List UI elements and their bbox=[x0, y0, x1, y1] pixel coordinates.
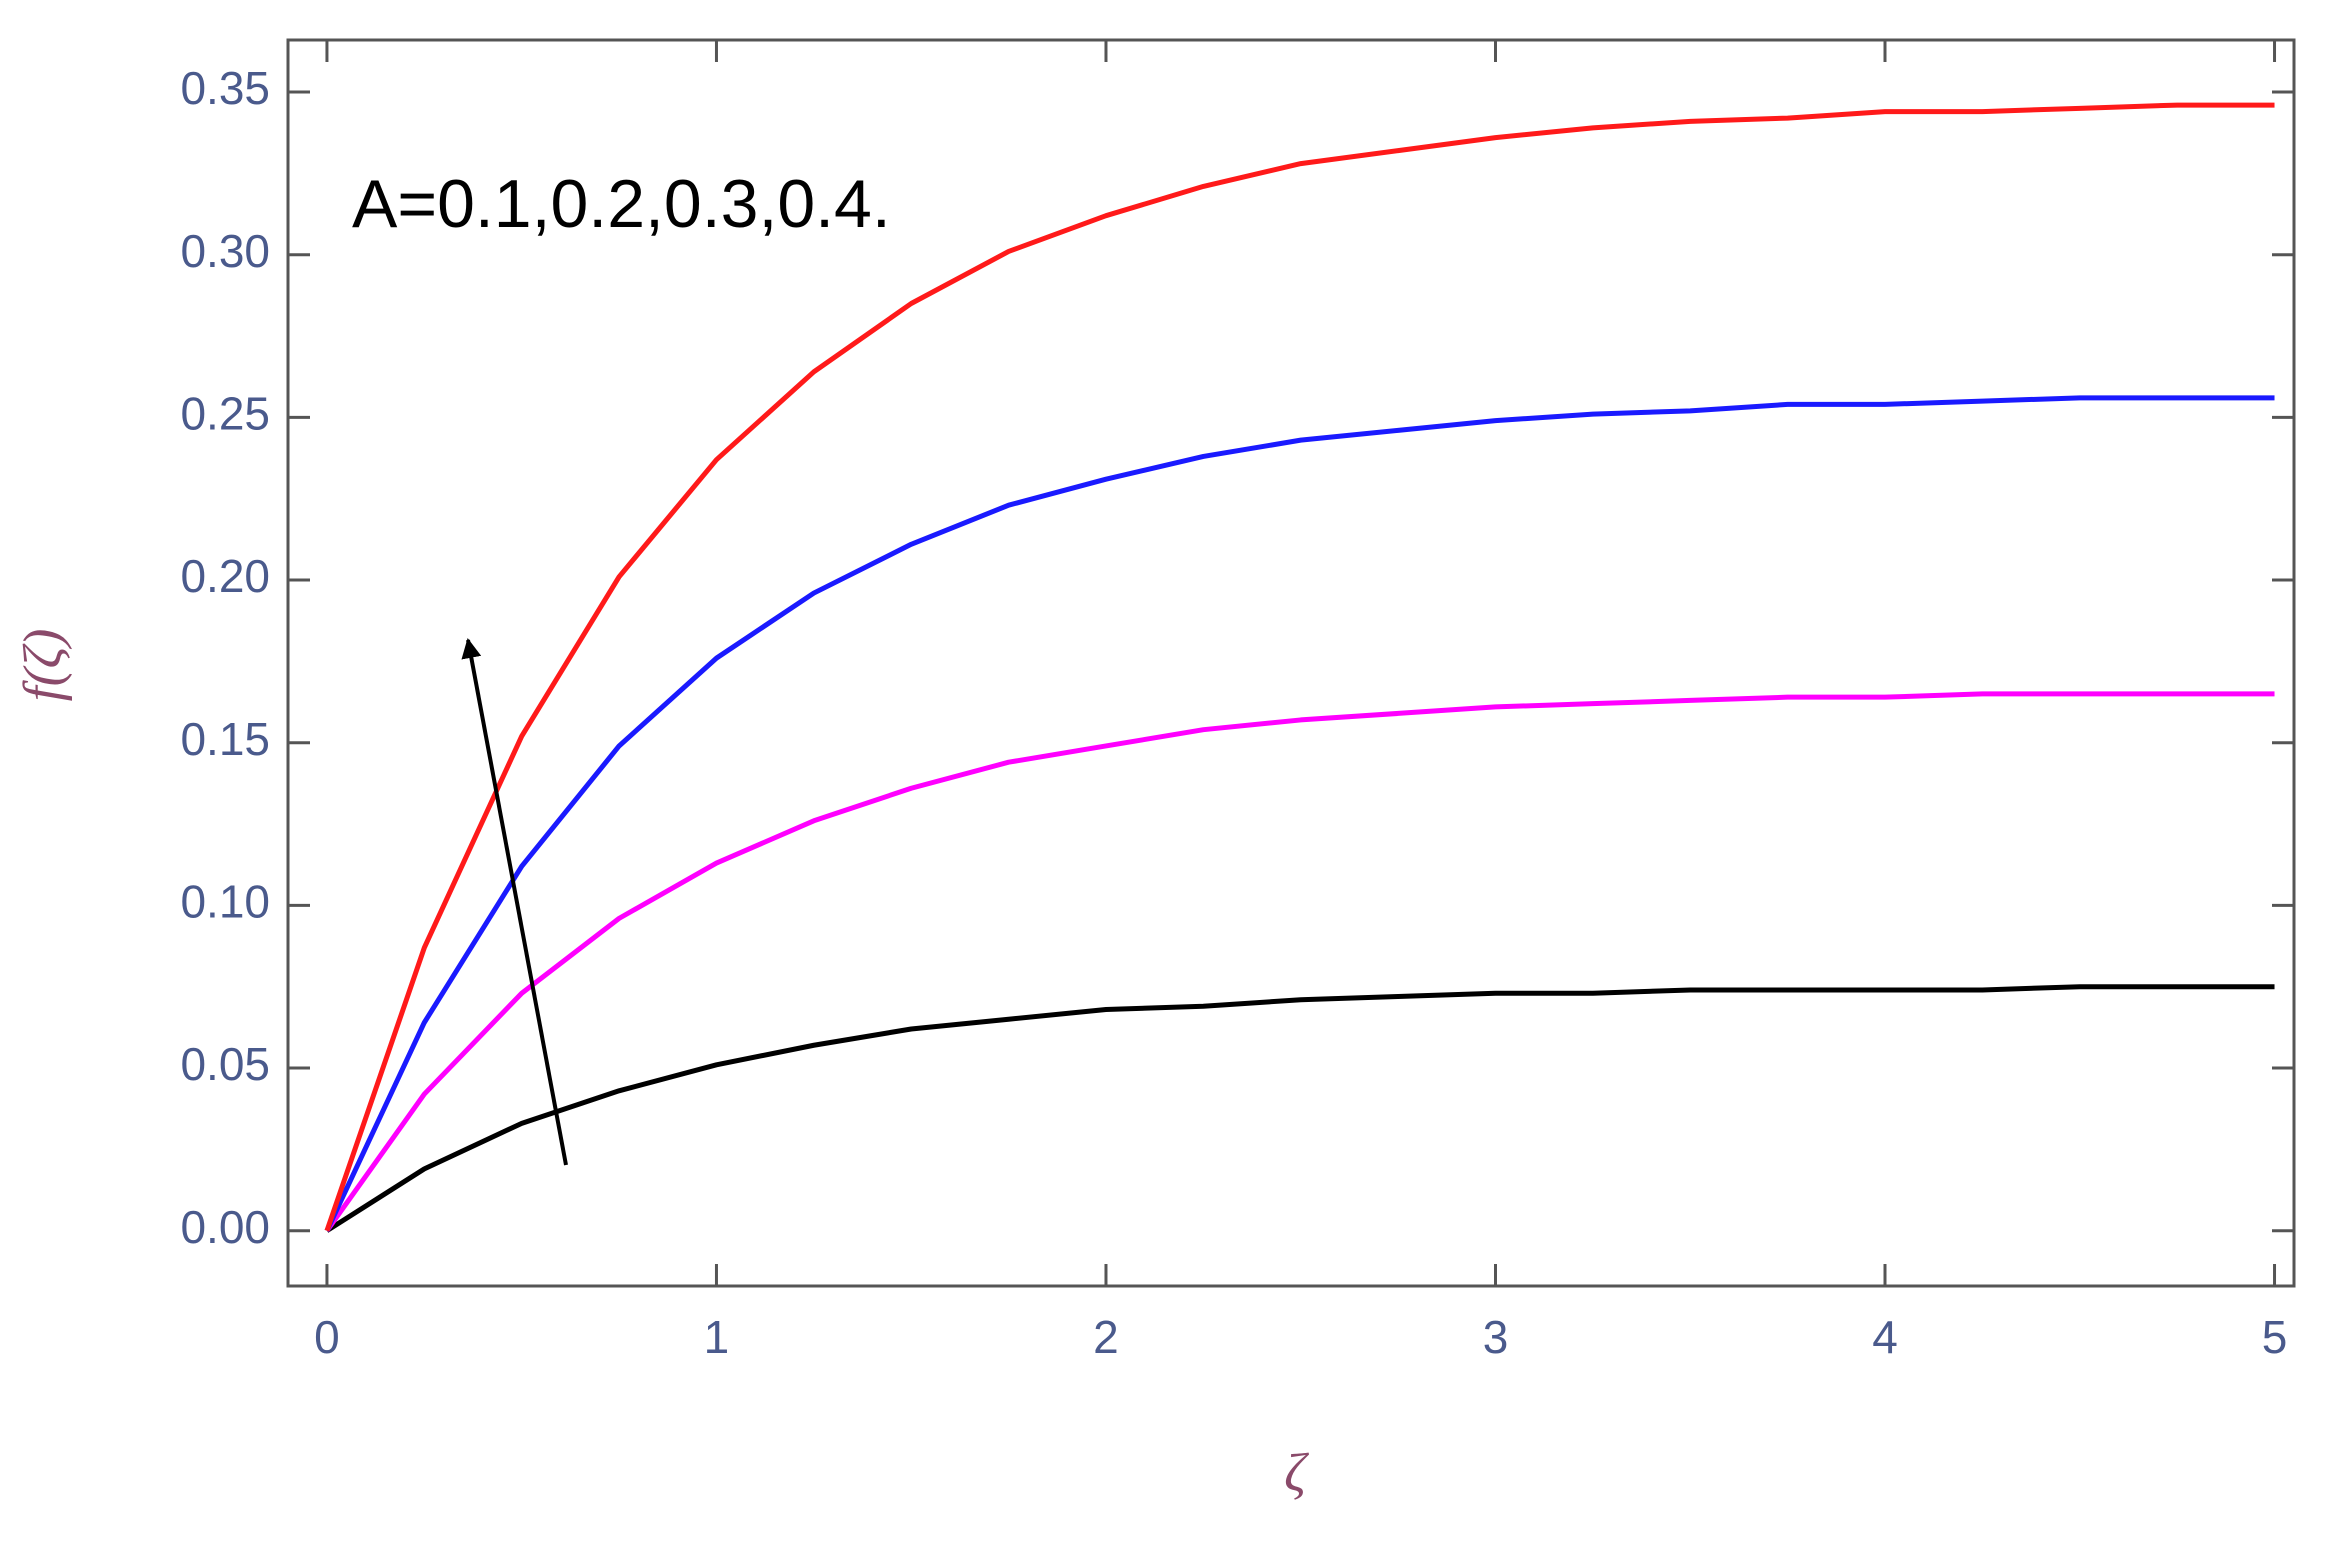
y-axis-label: f(ζ) bbox=[12, 629, 72, 702]
x-tick-label: 2 bbox=[1093, 1311, 1119, 1363]
x-tick-label: 0 bbox=[314, 1311, 340, 1363]
series-line bbox=[325, 984, 2275, 1233]
series-line bbox=[324, 395, 2275, 1232]
y-tick-label: 0.05 bbox=[180, 1038, 270, 1090]
y-tick-label: 0.00 bbox=[180, 1201, 270, 1253]
x-tick-label: 3 bbox=[1483, 1311, 1509, 1363]
y-tick-label: 0.10 bbox=[180, 876, 270, 928]
y-tick-label: 0.30 bbox=[180, 225, 270, 277]
y-tick-label: 0.35 bbox=[180, 62, 270, 114]
x-tick-label: 1 bbox=[704, 1311, 730, 1363]
y-tick-label: 0.25 bbox=[180, 388, 270, 440]
series-line bbox=[324, 102, 2275, 1232]
series-line bbox=[324, 691, 2275, 1233]
annotation-arrow bbox=[461, 638, 568, 1166]
annotation: A=0.1,0.2,0.3,0.4. bbox=[352, 166, 891, 242]
x-axis-label: ζ bbox=[1284, 1442, 1309, 1502]
x-tick-label: 5 bbox=[2262, 1311, 2288, 1363]
y-tick-label: 0.20 bbox=[180, 550, 270, 602]
plot-frame bbox=[286, 38, 2296, 1288]
y-tick-label: 0.15 bbox=[180, 713, 270, 765]
x-tick-label: 4 bbox=[1872, 1311, 1898, 1363]
